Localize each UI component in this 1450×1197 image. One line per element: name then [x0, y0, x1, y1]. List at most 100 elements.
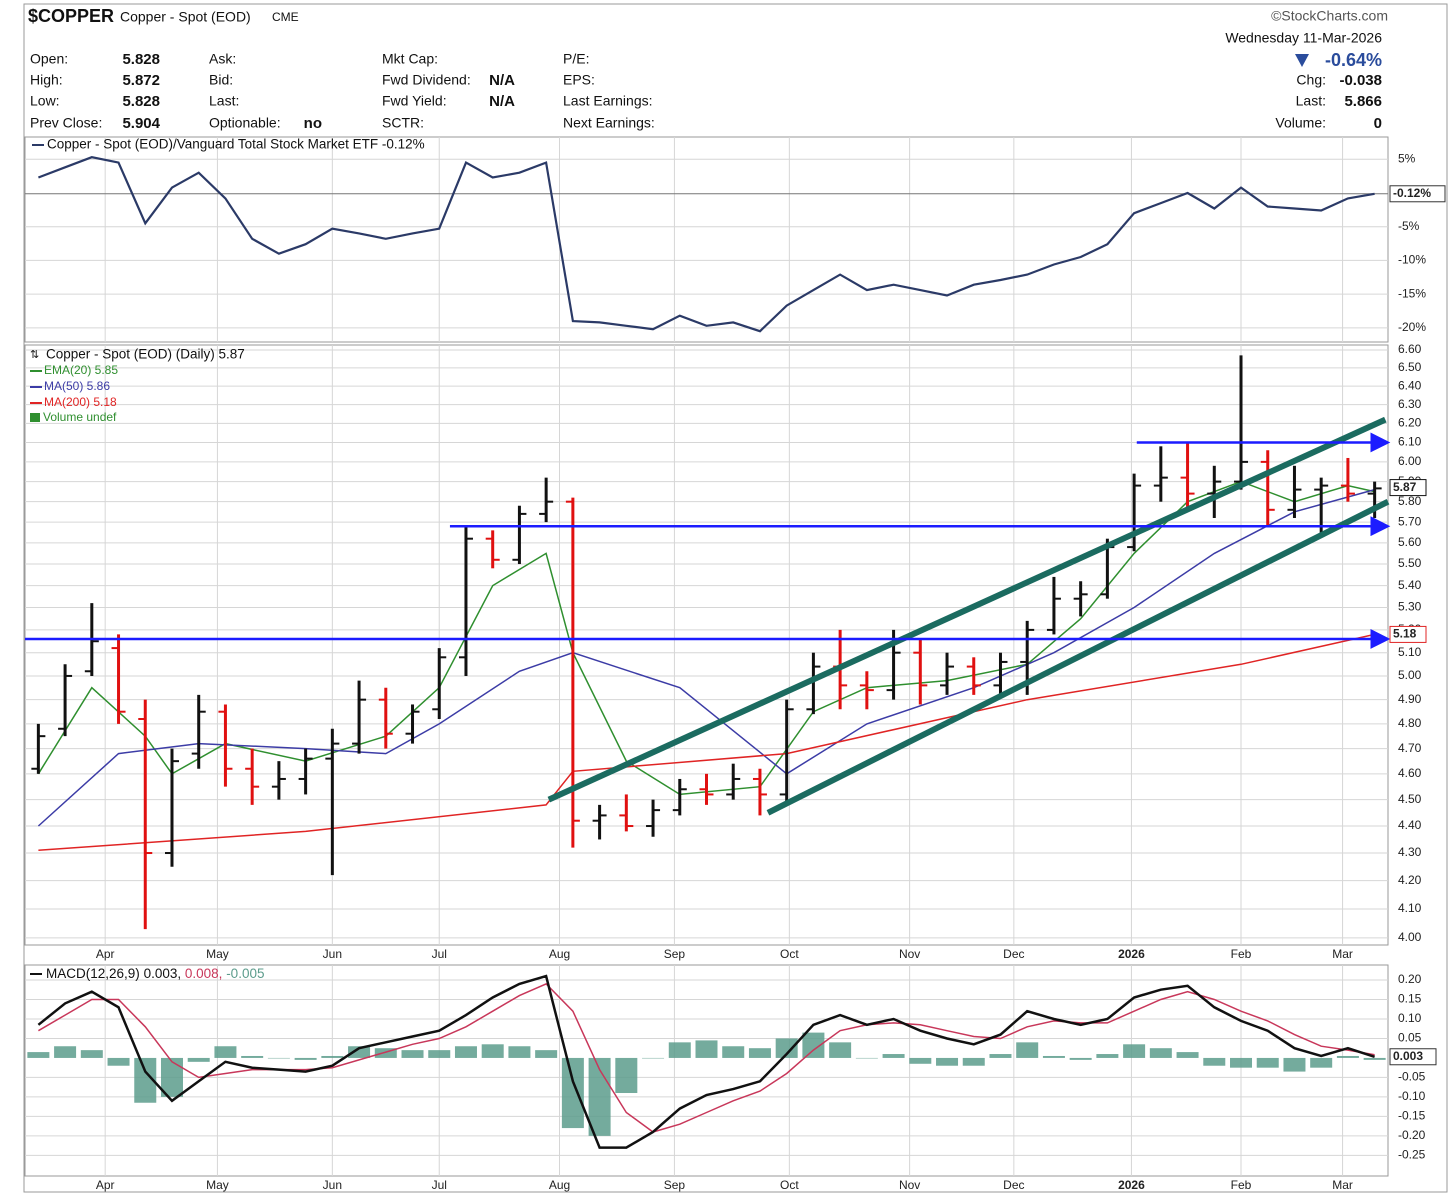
histogram-bar [722, 1046, 745, 1058]
histogram-bar [241, 1055, 264, 1058]
histogram-bar [855, 1057, 878, 1059]
legend-entry: EMA(20) 5.85 [44, 363, 118, 377]
y-tick-label: -0.10 [1398, 1089, 1426, 1103]
histogram-bar [54, 1046, 77, 1058]
moving-average [38, 633, 1375, 852]
histogram-bar [214, 1046, 237, 1058]
y-tick-label: -0.15 [1398, 1109, 1426, 1123]
field-value: 5.866 [1344, 93, 1382, 110]
date: Wednesday 11-Mar-2026 [1225, 30, 1382, 46]
panel-price [24, 344, 1389, 946]
y-tick-label: 4.10 [1398, 901, 1422, 915]
field-value: 5.828 [122, 51, 160, 68]
field-label: Mkt Cap: [382, 51, 438, 67]
x-tick-label: Aug [549, 1178, 570, 1192]
x-tick-label: Dec [1003, 1178, 1024, 1192]
legend: MACD(12,26,9) 0.003, 0.008, -0.005 [46, 966, 264, 981]
histogram-bar [401, 1050, 424, 1058]
histogram-bar [829, 1042, 852, 1058]
trend-line [766, 498, 1390, 816]
last-value-label: -0.12% [1393, 186, 1431, 200]
histogram-bar [294, 1057, 317, 1060]
y-tick-label: 5.70 [1398, 514, 1422, 528]
last-value-box [1389, 1048, 1437, 1066]
field-label: Low: [30, 93, 60, 109]
y-tick-label: 5.30 [1398, 600, 1422, 614]
y-tick-label: 4.20 [1398, 873, 1422, 887]
y-tick-label: 4.40 [1398, 818, 1422, 832]
y-tick-label: 5.00 [1398, 668, 1422, 682]
brand: ©StockCharts.com [1271, 8, 1388, 24]
field-label: SCTR: [382, 115, 424, 131]
macd-line [37, 974, 1375, 1149]
legend-swatch [30, 413, 40, 422]
last-value-box [1389, 625, 1427, 643]
field-value: no [304, 115, 322, 132]
histogram-bar [615, 1057, 638, 1094]
y-tick-label: 4.30 [1398, 845, 1422, 859]
last-value-label: 0.003 [1393, 1049, 1423, 1063]
histogram-bar [1203, 1057, 1226, 1066]
histogram-bar [1149, 1048, 1172, 1058]
histogram-bar [1336, 1055, 1359, 1058]
y-tick-label: 0.05 [1398, 1031, 1422, 1045]
y-tick-label: 4.80 [1398, 716, 1422, 730]
histogram-bar [348, 1046, 371, 1058]
ratio-line [38, 156, 1375, 333]
y-tick-label: 6.50 [1398, 360, 1422, 374]
last-value-box [1389, 185, 1446, 203]
x-tick-label: May [206, 1178, 229, 1192]
histogram-bar [1069, 1057, 1092, 1060]
histogram-bar [1230, 1057, 1253, 1068]
field-label: Optionable: [209, 115, 281, 131]
legend-entry: Copper - Spot (EOD) (Daily) 5.87 [46, 347, 245, 362]
x-tick-label: Feb [1231, 947, 1252, 961]
histogram-bar [187, 1057, 210, 1062]
y-tick-label: -5% [1398, 219, 1420, 233]
field-label: EPS: [563, 72, 595, 88]
field-label: Fwd Dividend: [382, 72, 471, 88]
y-tick-label: -10% [1398, 253, 1426, 267]
x-tick-label: Aug [549, 947, 570, 961]
y-tick-label: -20% [1398, 320, 1426, 334]
y-tick-label: -0.05 [1398, 1070, 1426, 1084]
field-label: Volume: [1275, 115, 1326, 131]
histogram-bar [160, 1057, 183, 1097]
field-label: P/E: [563, 51, 589, 67]
x-tick-label: Jun [323, 947, 342, 961]
y-tick-label: 4.70 [1398, 741, 1422, 755]
y-tick-label: 4.90 [1398, 692, 1422, 706]
histogram-bar [561, 1057, 584, 1129]
legend-entry: Volume undef [43, 410, 117, 424]
y-tick-label: 4.00 [1398, 930, 1422, 944]
y-tick-label: 4.60 [1398, 766, 1422, 780]
field-value: 0 [1374, 115, 1382, 132]
y-tick-label: 6.60 [1398, 342, 1422, 356]
histogram-bar [668, 1042, 691, 1058]
signal-line [38, 983, 1375, 1133]
field-label: Last: [1296, 93, 1326, 109]
histogram-bar [27, 1052, 50, 1058]
field-value: 5.828 [122, 93, 160, 110]
field-value: N/A [489, 72, 515, 89]
field-label: Last: [209, 93, 239, 109]
x-tick-label: Jul [432, 1178, 447, 1192]
change-pct: -0.64% [1325, 50, 1382, 70]
y-tick-label: 6.20 [1398, 416, 1422, 430]
field-label: Ask: [209, 51, 236, 67]
x-tick-label: Apr [96, 947, 115, 961]
field-label: Next Earnings: [563, 115, 655, 131]
field-value: -0.038 [1339, 72, 1382, 89]
x-tick-label: Mar [1332, 947, 1353, 961]
x-tick-label: Sep [664, 1178, 686, 1192]
panel-title: Copper - Spot (EOD)/Vanguard Total Stock… [47, 137, 425, 152]
histogram-bar [321, 1055, 344, 1058]
histogram-bar [1016, 1042, 1039, 1058]
y-tick-label: 4.50 [1398, 792, 1422, 806]
histogram-bar [374, 1048, 397, 1058]
y-tick-label: 5% [1398, 151, 1416, 165]
histogram-bar [1310, 1057, 1333, 1068]
x-tick-label: Oct [780, 1178, 799, 1192]
histogram-bar [695, 1040, 718, 1058]
legend-entry: MA(50) 5.86 [44, 379, 110, 393]
